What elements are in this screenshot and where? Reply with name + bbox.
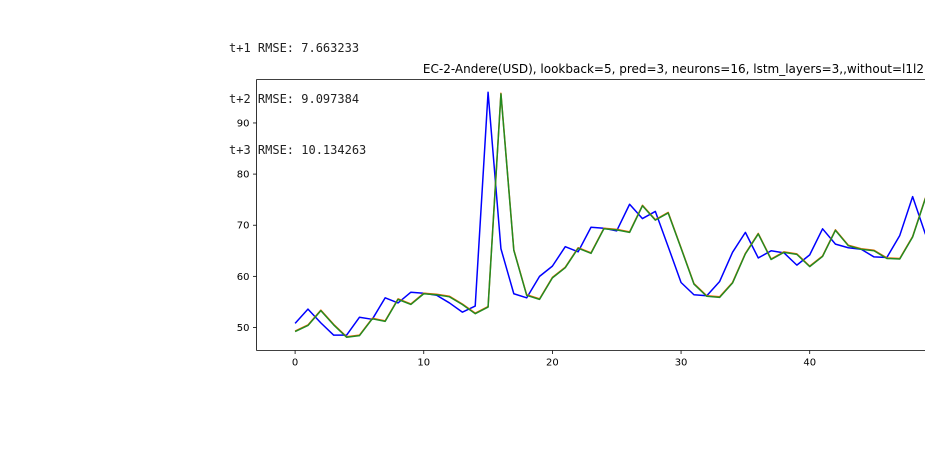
x-tick-label: 0 [292, 358, 298, 369]
chart-title: EC-2-Andere(USD), lookback=5, pred=3, ne… [423, 62, 924, 76]
y-tick-label: 70 [237, 221, 250, 232]
series-line-1 [294, 91, 925, 336]
series-line-3 [294, 93, 925, 338]
rmse-output: t+1 RMSE: 7.663233 t+2 RMSE: 9.097384 t+… [229, 6, 366, 176]
y-tick-label: 60 [237, 272, 250, 283]
x-tick-label: 10 [417, 358, 430, 369]
y-tick-label: 50 [237, 323, 250, 334]
rmse-line-t1: t+1 RMSE: 7.663233 [229, 41, 360, 55]
y-tick-label: 90 [237, 118, 250, 129]
x-tick-label: 20 [546, 358, 559, 369]
series-layer [294, 91, 925, 338]
rmse-line-t2: t+2 RMSE: 9.097384 [229, 92, 360, 106]
x-tick-label: 40 [803, 358, 816, 369]
axes: 0 10 20 30 40 50 60 70 80 90 [237, 79, 925, 369]
x-tick-label: 30 [675, 358, 688, 369]
rmse-line-t3: t+3 RMSE: 10.134263 [229, 143, 367, 157]
y-tick-label: 80 [237, 170, 250, 181]
